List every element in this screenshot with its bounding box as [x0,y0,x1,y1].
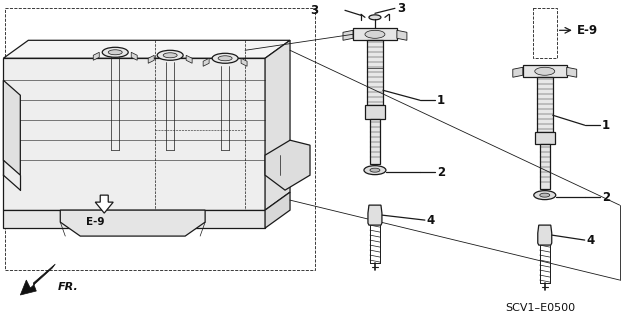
Polygon shape [131,52,137,60]
Ellipse shape [102,47,128,57]
Polygon shape [60,210,205,236]
Polygon shape [397,30,407,40]
Polygon shape [148,55,154,63]
Text: 2: 2 [437,166,445,179]
Polygon shape [3,58,265,210]
Bar [370,119,380,164]
Polygon shape [203,58,209,66]
Polygon shape [20,264,55,295]
Text: 3: 3 [397,2,405,15]
Text: E-9: E-9 [577,24,598,37]
Bar [367,40,383,105]
Ellipse shape [540,193,550,197]
Bar [365,105,385,119]
Polygon shape [3,40,290,58]
Bar [535,132,555,144]
Polygon shape [343,30,353,40]
Polygon shape [186,55,192,63]
Polygon shape [3,80,20,175]
Text: 1: 1 [602,119,610,132]
Text: 2: 2 [602,191,610,204]
Ellipse shape [535,67,555,75]
Polygon shape [265,40,290,210]
Ellipse shape [212,53,238,63]
Polygon shape [567,67,577,77]
Ellipse shape [365,30,385,38]
Polygon shape [523,65,567,77]
Polygon shape [265,140,310,190]
Ellipse shape [369,15,381,20]
Ellipse shape [534,191,556,200]
Text: FR.: FR. [58,282,78,292]
Bar [540,144,550,189]
Text: E-9: E-9 [86,217,104,227]
Text: 3: 3 [310,4,318,17]
Ellipse shape [218,56,232,61]
Ellipse shape [163,53,177,58]
Text: SCV1–E0500: SCV1–E0500 [505,303,575,313]
Bar [537,77,553,132]
Text: 4: 4 [587,234,595,247]
Polygon shape [95,195,113,213]
Polygon shape [513,67,523,77]
Polygon shape [241,58,247,66]
Polygon shape [538,225,552,245]
Ellipse shape [108,50,122,55]
Polygon shape [93,52,99,60]
Ellipse shape [364,166,386,175]
Polygon shape [3,210,265,228]
Polygon shape [368,205,382,225]
Polygon shape [265,192,290,228]
Text: 4: 4 [427,214,435,226]
Polygon shape [353,28,397,40]
Ellipse shape [370,168,380,172]
Ellipse shape [157,50,183,60]
Text: 1: 1 [437,94,445,107]
